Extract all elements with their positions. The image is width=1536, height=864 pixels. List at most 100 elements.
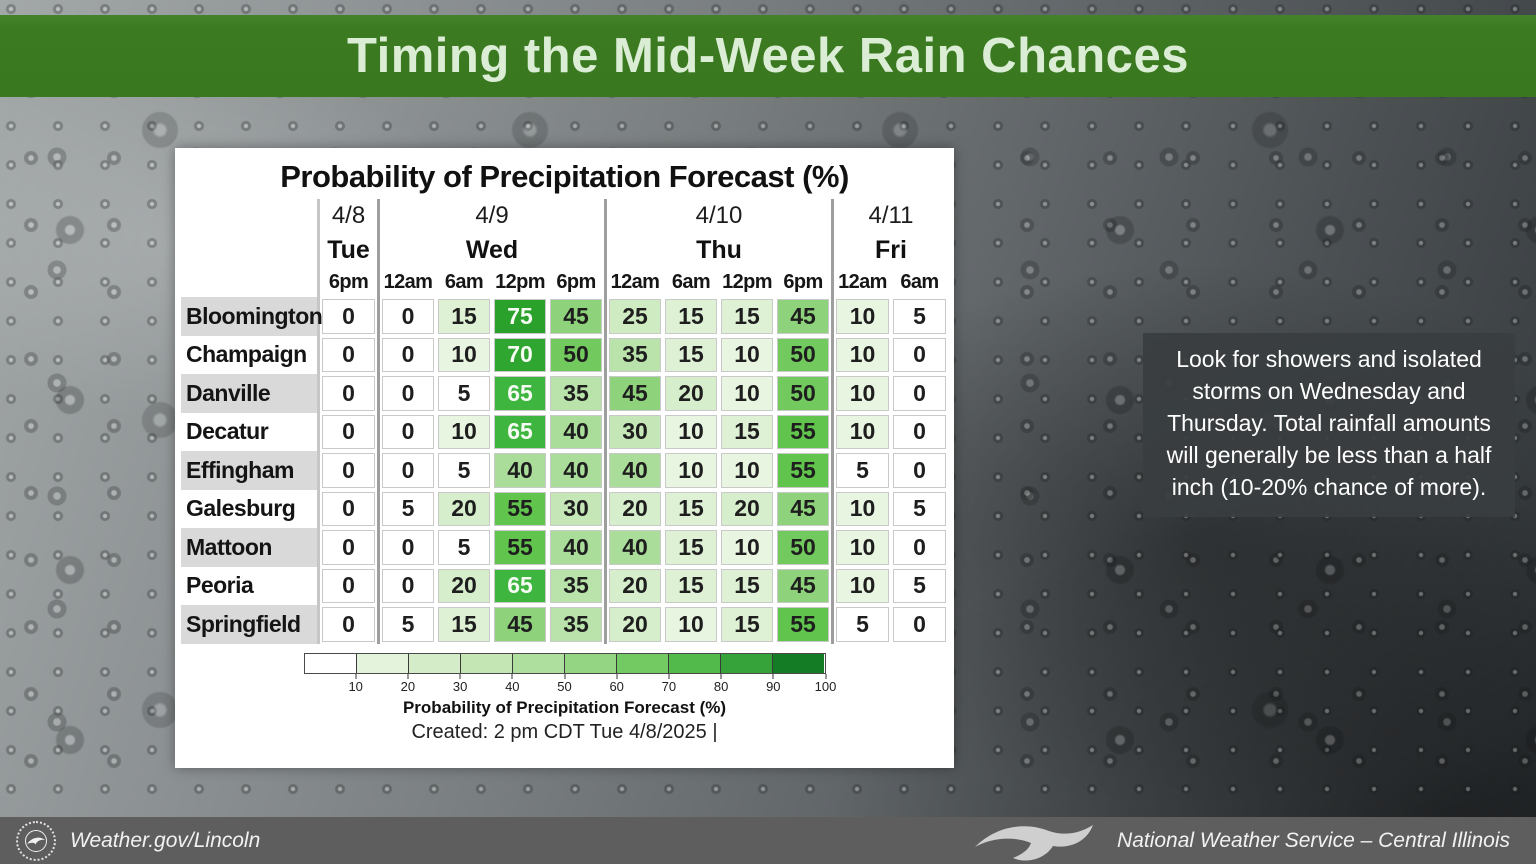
pop-cell: 40 bbox=[550, 530, 602, 565]
legend-tick-number: 40 bbox=[505, 678, 520, 694]
pop-cell: 0 bbox=[382, 376, 434, 411]
pop-cell: 0 bbox=[893, 337, 946, 372]
legend-tick-mark bbox=[407, 673, 409, 679]
pop-cell: 5 bbox=[893, 568, 946, 603]
pop-cell: 15 bbox=[665, 337, 717, 372]
time-label: 6pm bbox=[783, 270, 823, 293]
legend-tick-number: 100 bbox=[814, 678, 837, 694]
legend-segment bbox=[460, 653, 513, 673]
pop-cell: 10 bbox=[665, 453, 717, 488]
footer-org-name: National Weather Service – Central Illin… bbox=[1117, 828, 1510, 852]
pop-cell: 20 bbox=[721, 491, 773, 526]
pop-cell: 10 bbox=[721, 337, 773, 372]
pop-cell: 10 bbox=[836, 530, 889, 565]
footer-left: Weather.gov/Lincoln bbox=[16, 820, 260, 861]
pop-cell: 45 bbox=[494, 607, 546, 642]
footer-right: National Weather Service – Central Illin… bbox=[971, 821, 1510, 861]
pop-cell: 20 bbox=[609, 491, 661, 526]
pop-cell: 50 bbox=[550, 337, 602, 372]
day-label: Fri bbox=[875, 235, 907, 264]
legend-tick-mark bbox=[459, 673, 461, 679]
pop-cell: 55 bbox=[777, 414, 829, 449]
group-separator-line bbox=[604, 199, 607, 644]
pop-cell: 15 bbox=[438, 299, 490, 334]
pop-cell: 15 bbox=[721, 414, 773, 449]
pop-cell: 20 bbox=[665, 376, 717, 411]
pop-cell: 35 bbox=[550, 568, 602, 603]
pop-cell: 55 bbox=[494, 491, 546, 526]
legend-segment bbox=[356, 653, 409, 673]
pop-cell: 0 bbox=[322, 568, 375, 603]
nws-seal-icon bbox=[16, 820, 56, 861]
table-title: Probability of Precipitation Forecast (%… bbox=[280, 159, 849, 194]
pop-cell: 55 bbox=[777, 607, 829, 642]
day-label: Thu bbox=[696, 235, 742, 264]
pop-cell: 5 bbox=[893, 299, 946, 334]
pop-cell: 5 bbox=[382, 607, 434, 642]
date-label: 4/8 bbox=[331, 202, 366, 229]
pop-cell: 45 bbox=[777, 491, 829, 526]
nws-bird-icon bbox=[971, 821, 1103, 861]
pop-cell: 10 bbox=[836, 376, 889, 411]
pop-cell: 65 bbox=[494, 568, 546, 603]
pop-cell: 0 bbox=[382, 453, 434, 488]
legend-tick-number: 80 bbox=[713, 678, 729, 694]
pop-cell: 45 bbox=[777, 299, 829, 334]
legend-tick-number: 20 bbox=[400, 678, 416, 694]
legend-segment bbox=[773, 653, 825, 673]
pop-cell: 0 bbox=[382, 299, 434, 334]
pop-cell: 0 bbox=[893, 453, 946, 488]
pop-cell: 55 bbox=[494, 530, 546, 565]
time-label: 12am bbox=[383, 270, 433, 293]
city-label: Peoria bbox=[186, 572, 254, 599]
pop-cell: 75 bbox=[494, 299, 546, 334]
pop-cell: 5 bbox=[438, 376, 490, 411]
pop-cell: 15 bbox=[721, 568, 773, 603]
pop-cell: 15 bbox=[438, 607, 490, 642]
legend-tick-mark bbox=[616, 673, 618, 679]
pop-cell: 0 bbox=[382, 568, 434, 603]
pop-cell: 5 bbox=[836, 453, 889, 488]
pop-cell: 10 bbox=[721, 453, 773, 488]
pop-cell: 50 bbox=[777, 337, 829, 372]
pop-cell: 15 bbox=[721, 299, 773, 334]
legend-segment bbox=[304, 653, 357, 673]
pop-cell: 10 bbox=[836, 337, 889, 372]
legend-segment bbox=[564, 653, 618, 673]
pop-cell: 20 bbox=[438, 568, 490, 603]
summary-text-box: Look for showers and isolated storms on … bbox=[1143, 333, 1515, 517]
pop-cell: 0 bbox=[322, 299, 375, 334]
forecast-table-card: Probability of Precipitation Forecast (%… bbox=[175, 148, 954, 768]
pop-cell: 45 bbox=[777, 568, 829, 603]
pop-cell: 0 bbox=[893, 376, 946, 411]
pop-cell: 0 bbox=[382, 337, 434, 372]
color-scale-legend: 10 20 30 40 50 60 70 80 90 100 bbox=[303, 652, 836, 696]
time-label: 6pm bbox=[556, 270, 596, 293]
pop-cell: 55 bbox=[777, 453, 829, 488]
pop-cell: 10 bbox=[836, 491, 889, 526]
pop-cell: 0 bbox=[893, 530, 946, 565]
city-label: Effingham bbox=[181, 451, 317, 490]
pop-cell: 15 bbox=[665, 568, 717, 603]
pop-cell: 25 bbox=[609, 299, 661, 334]
pop-cell: 45 bbox=[550, 299, 602, 334]
city-label: Bloomington bbox=[181, 297, 323, 336]
pop-cell: 20 bbox=[438, 491, 490, 526]
legend-tick-number: 60 bbox=[609, 678, 624, 694]
legend-tick-mark bbox=[355, 673, 357, 679]
legend-segment bbox=[617, 653, 670, 673]
legend-tick-mark bbox=[564, 673, 565, 679]
city-label: Mattoon bbox=[181, 528, 317, 567]
pop-cell: 50 bbox=[777, 376, 829, 411]
legend-segment bbox=[721, 653, 774, 673]
legend-tick-mark bbox=[511, 673, 513, 679]
pop-cell: 40 bbox=[550, 414, 602, 449]
pop-cell: 0 bbox=[322, 414, 375, 449]
pop-cell: 35 bbox=[550, 376, 602, 411]
legend-tick-number: 30 bbox=[452, 678, 468, 694]
legend-tick-mark bbox=[668, 673, 670, 679]
city-label: Springfield bbox=[181, 605, 317, 644]
pop-cell: 10 bbox=[836, 299, 889, 334]
pop-cell: 35 bbox=[550, 607, 602, 642]
